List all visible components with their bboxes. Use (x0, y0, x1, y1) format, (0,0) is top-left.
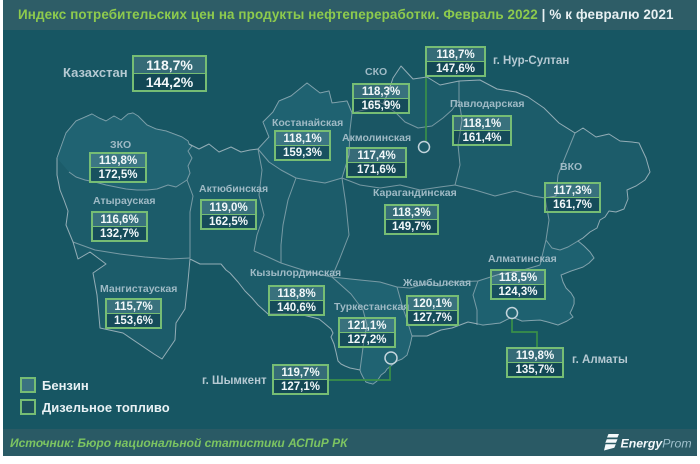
svg-text:EnergyProm: EnergyProm (621, 437, 692, 451)
